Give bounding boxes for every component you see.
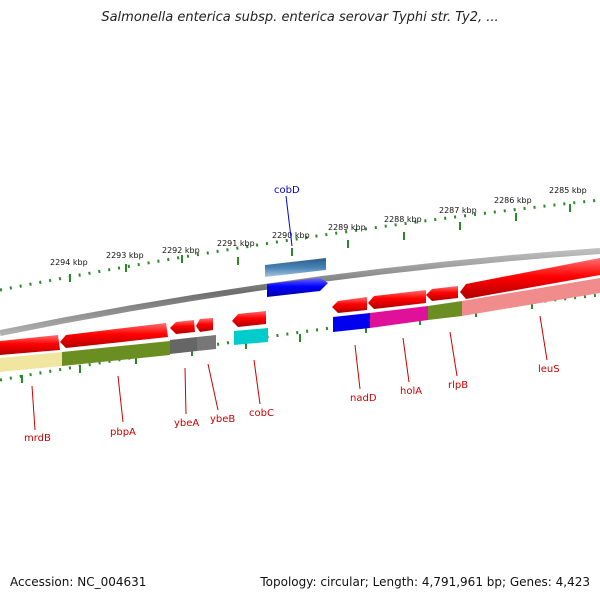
scale-label: 2285 kbp	[549, 186, 587, 195]
cog-holA[interactable]	[370, 306, 428, 328]
gene-label-cobC[interactable]: cobC	[249, 408, 274, 419]
gene-pbpA-arrow[interactable]	[60, 323, 168, 348]
gene-holA-arrow[interactable]	[368, 290, 426, 309]
gene-label-cobD[interactable]: cobD	[274, 185, 300, 196]
gene-nadD-arrow[interactable]	[332, 297, 367, 313]
gene-label-ybeB[interactable]: ybeB	[210, 414, 235, 425]
gene-cobC-arrow[interactable]	[232, 311, 266, 327]
gene-labels: cobD mrdB pbpA ybeA ybeB cobC nadD holA …	[24, 185, 560, 444]
gene-label-ybeA[interactable]: ybeA	[174, 418, 199, 429]
gene-label-leuS[interactable]: leuS	[538, 364, 560, 375]
cog-cobC[interactable]	[234, 328, 268, 345]
scale-label: 2289 kbp	[328, 223, 366, 232]
gene-rlpB-arrow[interactable]	[426, 286, 458, 301]
cog-rlpB[interactable]	[428, 301, 462, 320]
gene-label-rlpB[interactable]: rlpB	[448, 380, 468, 391]
reverse-strand-genes	[0, 258, 600, 355]
scale-label: 2293 kbp	[106, 251, 144, 260]
cog-pbpA[interactable]	[62, 341, 170, 366]
scale-label: 2292 kbp	[162, 246, 200, 255]
gene-label-holA[interactable]: holA	[400, 386, 422, 397]
gene-mrdB-arrow[interactable]	[0, 335, 60, 355]
gene-label-mrdB[interactable]: mrdB	[24, 433, 51, 444]
gene-label-pbpA[interactable]: pbpA	[110, 427, 136, 438]
label-leaders	[31, 195, 548, 431]
cog-mrdB[interactable]	[0, 352, 62, 372]
gene-ybeA-arrow[interactable]	[170, 320, 195, 334]
scale-label: 2294 kbp	[50, 258, 88, 267]
outer-major-ticks	[69, 204, 571, 282]
cog-feature-track	[0, 278, 600, 372]
gene-leuS-arrow[interactable]	[460, 258, 600, 299]
scale-labels: 2294 kbp 2293 kbp 2292 kbp 2291 kbp 2290…	[50, 186, 587, 267]
topology-text: Topology: circular; Length: 4,791,961 bp…	[260, 575, 590, 589]
gene-cobD-feature[interactable]	[265, 258, 326, 277]
scale-label: 2286 kbp	[494, 196, 532, 205]
gene-cobD-arrow[interactable]	[267, 278, 328, 297]
accession-text: Accession: NC_004631	[10, 575, 147, 589]
map-title: Salmonella enterica subsp. enterica sero…	[101, 10, 499, 25]
scale-label: 2288 kbp	[384, 215, 422, 224]
cog-nadD[interactable]	[333, 313, 370, 332]
cog-leuS[interactable]	[462, 278, 600, 316]
scale-label: 2287 kbp	[439, 206, 477, 215]
cog-ybeB[interactable]	[197, 335, 216, 351]
cog-ybeA[interactable]	[170, 337, 197, 354]
gene-label-nadD[interactable]: nadD	[350, 393, 377, 404]
scale-label: 2291 kbp	[217, 239, 255, 248]
forward-strand-genes	[265, 258, 328, 297]
gene-ybeB-arrow[interactable]	[196, 318, 213, 332]
